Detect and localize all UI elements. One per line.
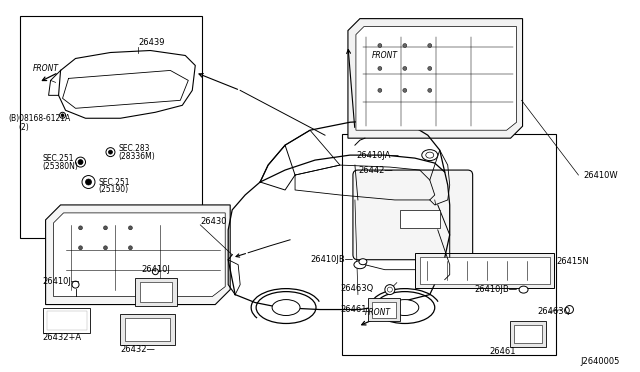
Text: 26410W: 26410W — [584, 170, 618, 180]
Text: 26410JA—: 26410JA— — [356, 151, 399, 160]
Ellipse shape — [378, 67, 382, 70]
Ellipse shape — [391, 299, 419, 315]
Bar — [136, 278, 177, 305]
Polygon shape — [348, 19, 522, 138]
Bar — [47, 311, 86, 330]
Ellipse shape — [375, 292, 435, 324]
Ellipse shape — [426, 152, 434, 158]
Bar — [372, 302, 396, 318]
Ellipse shape — [519, 286, 528, 293]
FancyBboxPatch shape — [353, 170, 473, 260]
Text: FRONT: FRONT — [365, 308, 391, 317]
Bar — [400, 210, 440, 228]
Ellipse shape — [428, 44, 432, 48]
Ellipse shape — [106, 148, 115, 157]
Ellipse shape — [272, 299, 300, 315]
Text: FRONT: FRONT — [372, 51, 398, 60]
Ellipse shape — [378, 44, 382, 48]
Text: 26432+A: 26432+A — [43, 333, 82, 342]
Bar — [20, 16, 202, 238]
Ellipse shape — [385, 285, 395, 295]
Bar — [368, 298, 400, 321]
Ellipse shape — [79, 226, 83, 230]
Bar — [513, 326, 541, 343]
Ellipse shape — [129, 226, 132, 230]
Polygon shape — [45, 205, 230, 305]
Text: 26463Q: 26463Q — [340, 284, 373, 293]
Text: (B)08168-6121A: (B)08168-6121A — [9, 114, 71, 123]
Ellipse shape — [422, 150, 438, 161]
Ellipse shape — [403, 44, 407, 48]
Ellipse shape — [354, 261, 366, 269]
Text: (28336M): (28336M) — [118, 152, 155, 161]
Ellipse shape — [86, 179, 92, 185]
Text: 26442—: 26442— — [358, 166, 393, 174]
Ellipse shape — [403, 67, 407, 70]
Text: J2640005: J2640005 — [580, 357, 620, 366]
Bar — [420, 257, 550, 283]
Ellipse shape — [428, 89, 432, 92]
Text: 26410JB—: 26410JB— — [310, 255, 353, 264]
Text: FRONT: FRONT — [33, 64, 59, 73]
Ellipse shape — [566, 305, 573, 314]
Text: (25380N): (25380N) — [43, 161, 79, 171]
Ellipse shape — [104, 226, 108, 230]
Ellipse shape — [359, 259, 367, 265]
Text: 26461: 26461 — [340, 305, 367, 314]
Ellipse shape — [60, 112, 65, 118]
Ellipse shape — [428, 67, 432, 70]
Text: 26415N: 26415N — [557, 257, 589, 266]
Ellipse shape — [256, 292, 316, 324]
Bar — [120, 314, 175, 346]
Bar — [140, 282, 172, 302]
Ellipse shape — [82, 176, 95, 189]
Bar — [43, 308, 90, 333]
Bar — [509, 321, 545, 347]
Ellipse shape — [104, 246, 108, 250]
Bar — [342, 134, 556, 355]
Text: 26410J—: 26410J— — [43, 277, 80, 286]
Text: (2): (2) — [19, 123, 29, 132]
Text: 26461: 26461 — [490, 347, 516, 356]
Polygon shape — [356, 26, 516, 130]
Ellipse shape — [152, 269, 158, 275]
Text: (25190): (25190) — [99, 186, 129, 195]
Polygon shape — [54, 213, 225, 296]
Text: SEC.251: SEC.251 — [43, 154, 74, 163]
Text: 26463Q: 26463Q — [538, 307, 571, 316]
Text: SEC.283: SEC.283 — [118, 144, 150, 153]
Ellipse shape — [108, 150, 113, 154]
Text: SEC.251: SEC.251 — [99, 177, 130, 186]
Text: 26410JB—: 26410JB— — [475, 285, 518, 294]
Ellipse shape — [78, 160, 83, 164]
Bar — [125, 318, 170, 341]
Text: 26432—: 26432— — [120, 345, 156, 354]
Ellipse shape — [61, 114, 64, 117]
Ellipse shape — [129, 246, 132, 250]
Bar — [415, 253, 554, 288]
Ellipse shape — [76, 157, 86, 167]
Text: 26430: 26430 — [200, 217, 227, 227]
Text: 26439: 26439 — [138, 38, 165, 47]
Ellipse shape — [79, 246, 83, 250]
Text: 26410J: 26410J — [141, 265, 170, 274]
Ellipse shape — [72, 281, 79, 288]
Ellipse shape — [387, 287, 392, 292]
Ellipse shape — [378, 89, 382, 92]
Ellipse shape — [403, 89, 407, 92]
